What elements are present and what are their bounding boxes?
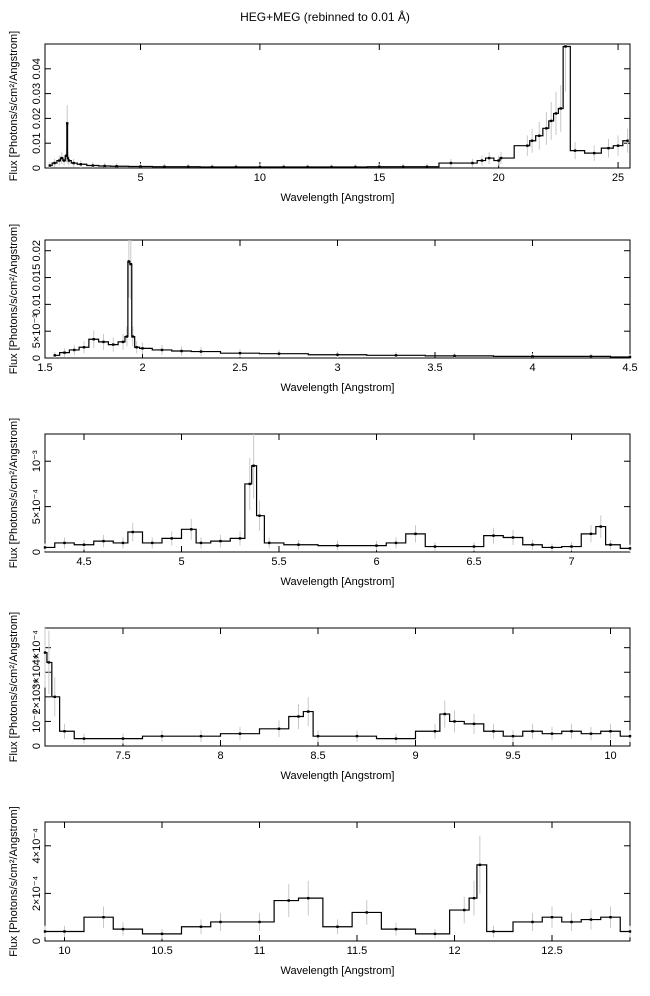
x-tick-label: 6.5 (466, 556, 481, 568)
y-axis-label: Flux [Photons/s/cm²/Angstrom] (8, 806, 20, 956)
y-tick-label: 3×10⁻⁴ (31, 654, 43, 690)
y-axis-label: Flux [Photons/s/cm²/Angstrom] (8, 418, 20, 568)
x-tick-label: 5 (178, 556, 184, 568)
series-1 (43, 835, 632, 939)
y-tick-label: 0 (31, 938, 43, 944)
y-tick-label: 2×10⁻⁴ (31, 679, 43, 715)
x-tick-label: 4.5 (76, 556, 91, 568)
y-tick-label: 0 (31, 743, 43, 749)
x-tick-label: 2 (139, 362, 145, 374)
x-tick-label: 5 (137, 172, 143, 184)
x-tick-label: 10 (604, 750, 616, 762)
x-tick-label: 4 (529, 362, 535, 374)
x-axis-label: Wavelength [Angstrom] (281, 770, 395, 782)
chart-panel-5: 10 10.5 11 11.5 12 12.5 0 2×10⁻⁴ 4×10⁻⁴ Wavelengt… (8, 806, 632, 977)
series-line (45, 465, 630, 549)
y-tick-label: 0.02 (31, 240, 43, 261)
x-tick-label: 10 (58, 945, 70, 957)
x-tick-label: 8 (217, 750, 223, 762)
y-axis-label: Flux [Photons/s/cm²/Angstrom] (8, 612, 20, 762)
series-line (45, 864, 630, 935)
y-tick-label: 0 (31, 355, 43, 361)
x-tick-label: 10.5 (151, 945, 172, 957)
y-tick-label: 0.01 (31, 132, 43, 153)
plot-frame (44, 627, 631, 747)
y-tick-label: 4×10⁻⁴ (31, 828, 43, 864)
plot-frame (44, 43, 631, 169)
series-line (54, 260, 630, 358)
y-tick-label: 2×10⁻⁴ (31, 875, 43, 911)
x-tick-label: 1.5 (37, 362, 52, 374)
x-tick-label: 12 (448, 945, 460, 957)
x-axis-label: Wavelength [Angstrom] (281, 382, 395, 394)
x-tick-label: 3.5 (427, 362, 442, 374)
x-tick-label: 8.5 (310, 750, 325, 762)
series-1 (53, 240, 632, 359)
x-tick-label: 10 (254, 172, 266, 184)
chart-panel-2: 1.5 2 2.5 3 3.5 4 4.5 0 5×10⁻³0.01 0.015 0.02 Wavel… (8, 224, 638, 394)
x-tick-label: 7 (568, 556, 574, 568)
x-tick-label: 2.5 (232, 362, 247, 374)
y-tick-label: 5×10⁻⁴ (31, 489, 43, 525)
y-tick-label: 0.03 (31, 83, 43, 104)
y-axis-label: Flux [Photons/s/cm²/Angstrom] (8, 31, 20, 181)
y-tick-label: 4×10⁻⁴ (31, 630, 43, 666)
x-axis-label: Wavelength [Angstrom] (281, 192, 395, 204)
x-tick-label: 9 (412, 750, 418, 762)
series-line (49, 45, 628, 168)
x-axis-label: Wavelength [Angstrom] (281, 965, 395, 977)
series-1 (48, 44, 629, 169)
plot-frame (44, 821, 631, 942)
chart-panel-3: 4.5 5 5.5 6 6.5 7 0 5×10⁻⁴ 10⁻³ Wavelength [Angst… (8, 418, 632, 588)
y-tick-label: 0 (31, 165, 43, 171)
x-axis-label: Wavelength [Angstrom] (281, 576, 395, 588)
y-tick-label: 0.02 (31, 108, 43, 129)
x-tick-label: 11.5 (347, 945, 368, 957)
chart-panel-1: 5 10 15 20 25 0 0.01 0.02 0.03 0.04 Wavelength [An… (8, 31, 631, 204)
x-tick-label: 15 (373, 172, 385, 184)
x-tick-label: 3 (334, 362, 340, 374)
figure-title: HEG+MEG (rebinned to 0.01 Å) (240, 10, 410, 24)
y-tick-label: 5×10⁻³ (31, 314, 43, 349)
series-1 (43, 434, 632, 552)
x-tick-label: 20 (493, 172, 505, 184)
x-tick-label: 6 (373, 556, 379, 568)
plot-frame (44, 433, 631, 553)
chart-panel-4: 7.5 8 8.5 9 9.5 10 0 10⁻⁴2×10⁻⁴3×10⁻⁴4×10⁻⁴ Wave… (8, 612, 632, 782)
y-tick-label: 0.04 (31, 58, 43, 79)
series-line (45, 651, 630, 740)
x-tick-label: 11 (254, 945, 265, 957)
x-tick-label: 9.5 (505, 750, 520, 762)
y-tick-label: 10⁻³ (31, 450, 43, 472)
y-axis-label: Flux [Photons/s/cm²/Angstrom] (8, 224, 20, 374)
y-tick-label: 10⁻⁴ (31, 710, 43, 733)
y-tick-label: 0 (31, 549, 43, 555)
x-tick-label: 25 (612, 172, 624, 184)
x-tick-label: 4.5 (622, 362, 637, 374)
series-1 (43, 628, 632, 744)
y-tick-label: 0.01 (31, 294, 43, 315)
y-tick-label: 0.015 (31, 264, 43, 292)
x-tick-label: 5.5 (271, 556, 286, 568)
x-tick-label: 12.5 (541, 945, 562, 957)
x-tick-label: 7.5 (115, 750, 130, 762)
